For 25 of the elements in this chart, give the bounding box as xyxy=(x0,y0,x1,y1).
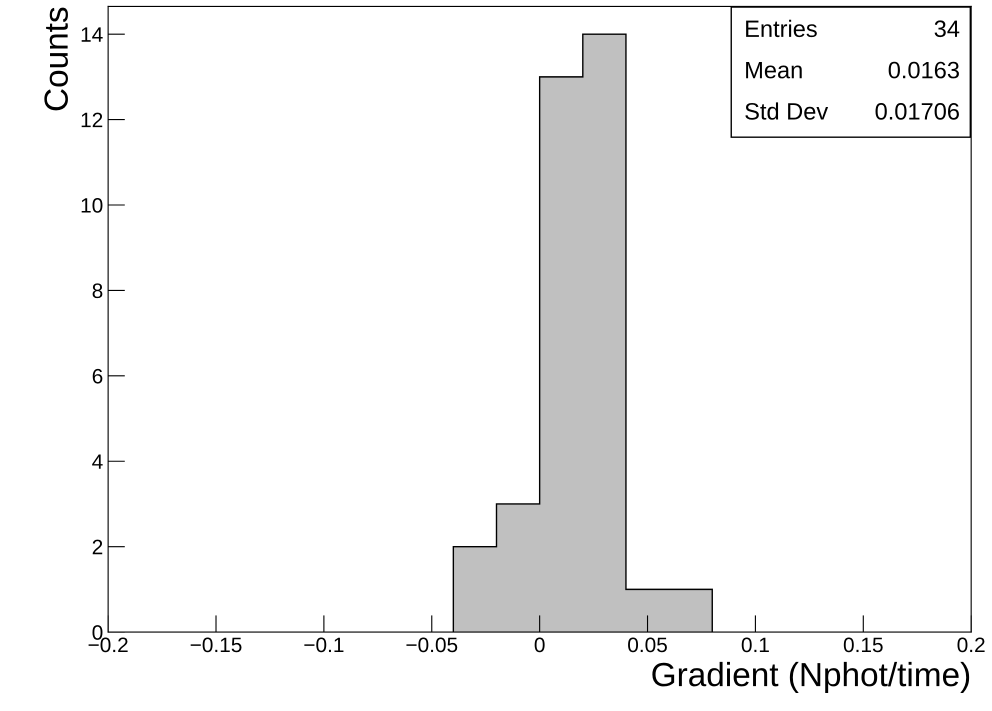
annotation: 34 xyxy=(934,20,960,38)
x-axis-title: Gradient (Nphot/time) xyxy=(652,662,970,693)
y-tick-label: 4 xyxy=(92,454,103,469)
x-tick-label: 0.15 xyxy=(844,637,883,652)
x-tick-label: −0.1 xyxy=(304,637,344,652)
annotation: Mean xyxy=(746,62,802,78)
x-tick-label: 0.05 xyxy=(628,637,667,652)
annotation: Entries xyxy=(746,20,817,38)
x-tick-label: 0 xyxy=(534,637,545,652)
y-tick-label: 0 xyxy=(92,625,102,640)
y-tick-label: 10 xyxy=(82,198,102,213)
y-tick-label: 12 xyxy=(82,112,102,128)
y-axis-title: Counts xyxy=(44,8,68,110)
y-tick-label: 6 xyxy=(92,368,102,384)
y-tick-label: 14 xyxy=(82,27,103,42)
x-tick-label: −0.2 xyxy=(88,637,128,652)
y-tick-label: 8 xyxy=(92,283,102,298)
annotation: 0.0163 xyxy=(888,62,959,78)
x-tick-label: −0.05 xyxy=(406,637,458,652)
y-tick-label: 2 xyxy=(92,540,102,554)
annotation: Std Dev xyxy=(745,102,828,120)
x-tick-label: −0.15 xyxy=(190,637,242,652)
x-tick-label: 0.1 xyxy=(742,637,769,652)
annotation: 0.01706 xyxy=(876,103,959,120)
x-tick-label: 0.2 xyxy=(958,637,985,652)
